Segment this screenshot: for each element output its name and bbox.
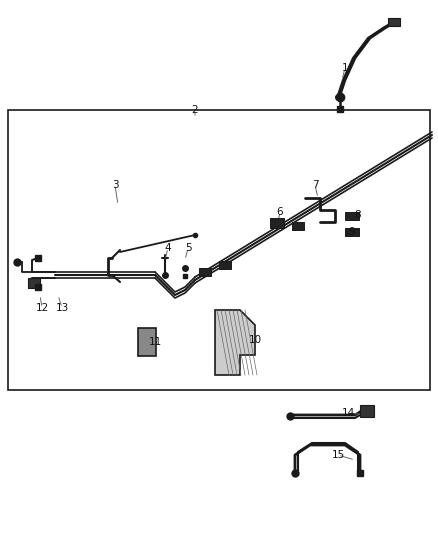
Bar — [345, 212, 359, 220]
Text: 8: 8 — [355, 210, 361, 220]
Bar — [270, 218, 284, 228]
Text: 4: 4 — [165, 243, 171, 253]
Text: 10: 10 — [248, 335, 261, 345]
Bar — [292, 222, 304, 230]
Text: 6: 6 — [277, 207, 283, 217]
Bar — [345, 228, 359, 236]
Polygon shape — [215, 310, 255, 375]
Bar — [360, 405, 374, 417]
Bar — [138, 328, 156, 356]
Bar — [28, 278, 40, 288]
Text: 3: 3 — [112, 180, 118, 190]
Text: 13: 13 — [55, 303, 69, 313]
Text: 11: 11 — [148, 337, 162, 347]
Text: 1: 1 — [342, 63, 348, 73]
Text: 9: 9 — [349, 227, 355, 237]
Text: 2: 2 — [192, 105, 198, 115]
Bar — [8, 110, 430, 390]
Bar — [219, 261, 231, 269]
Text: 12: 12 — [35, 303, 49, 313]
Bar — [199, 268, 211, 276]
Text: 15: 15 — [332, 450, 345, 460]
Bar — [388, 18, 400, 26]
Text: 5: 5 — [185, 243, 191, 253]
Text: 7: 7 — [312, 180, 318, 190]
Text: 14: 14 — [341, 408, 355, 418]
